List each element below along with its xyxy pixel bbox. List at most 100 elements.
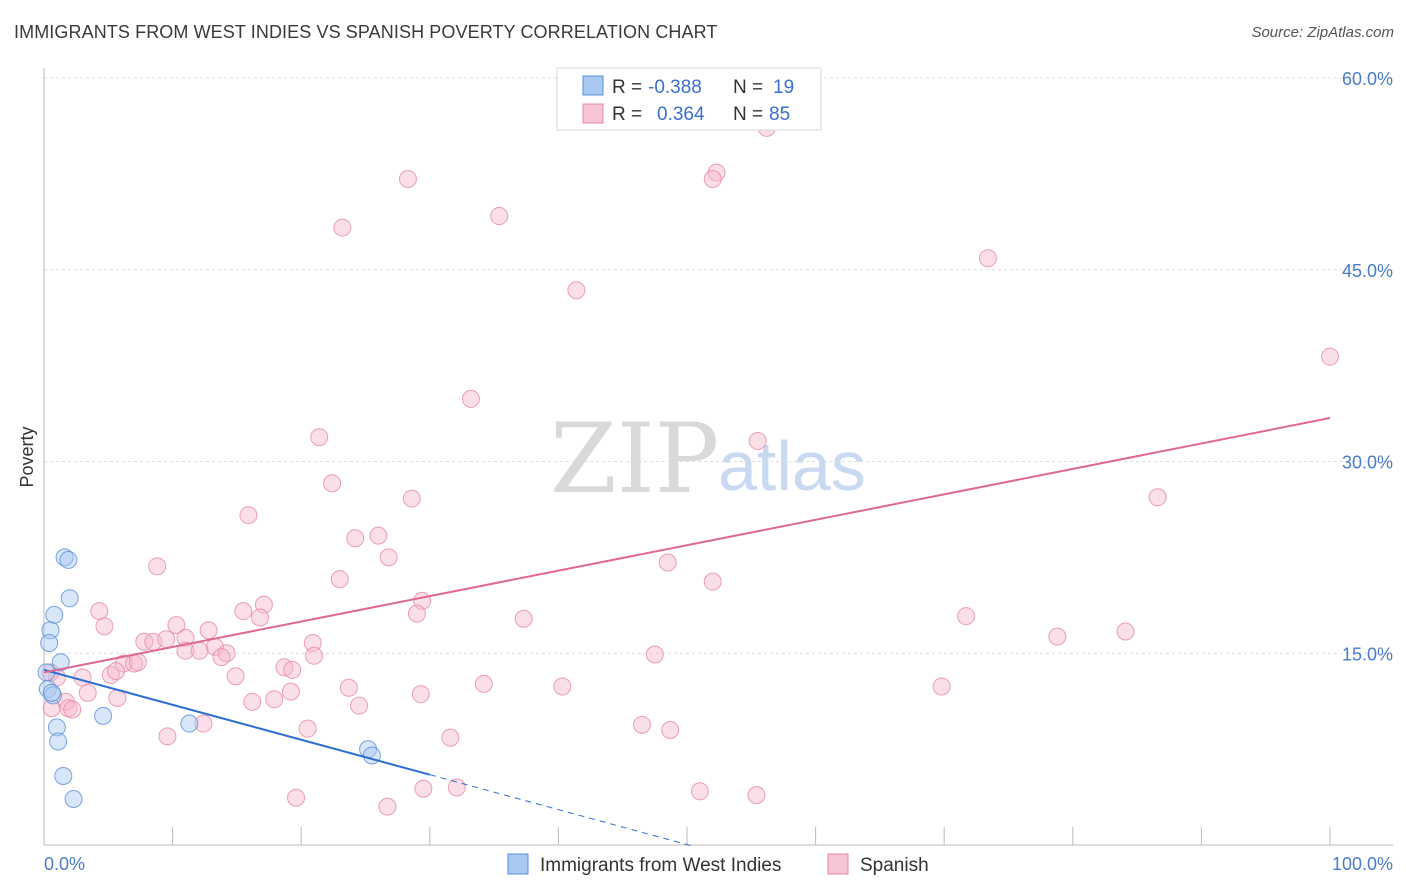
spanish-point-62 [932,677,951,696]
west-indies-point-5 [40,634,59,653]
spanish-point-20 [148,557,167,576]
spanish-point-3 [398,169,417,188]
spanish-point-81 [447,778,466,797]
spanish-point-60 [474,674,493,693]
y-tick-label-15: 15.0% [1342,644,1393,664]
spanish-point-30 [957,607,976,626]
west-indies-point-17 [54,766,73,785]
spanish-point-35 [1116,622,1135,641]
spanish-point-9 [461,389,480,408]
spanish-point-19 [658,553,677,572]
grid-lines [44,77,1393,654]
spanish-point-46 [305,646,324,665]
chart-title: IMMIGRANTS FROM WEST INDIES VS SPANISH P… [14,22,718,42]
spanish-point-75 [298,719,317,738]
spanish-point-56 [107,662,126,681]
spanish-point-77 [661,720,680,739]
spanish-point-12 [323,474,342,493]
legend-swatch-blue [582,75,604,96]
spanish-point-38 [157,630,176,649]
spanish-point-85 [378,797,397,816]
spanish-point-26 [234,602,253,621]
legend-n-value-1: 19 [773,77,794,98]
y-tick-label-45: 45.0% [1342,261,1393,281]
spanish-point-45 [212,648,231,667]
trend-lines [43,417,1331,847]
spanish-point-21 [330,570,349,589]
x-tick-label-min: 0.0% [44,854,85,874]
spanish-point-80 [414,779,433,798]
spanish-point-82 [690,782,709,801]
spanish-point-7 [567,281,586,300]
spanish-point-48 [114,654,133,673]
legend-r-value-1: -0.388 [648,77,702,98]
spanish-point-52 [283,660,302,679]
bottom-legend-label-blue: Immigrants from West Indies [540,855,781,876]
spanish-point-27 [251,608,270,627]
y-tick-label-30: 30.0% [1342,453,1393,473]
spanish-point-83 [747,786,766,805]
spanish-point-47 [645,645,664,664]
west-indies-point-10 [42,683,61,702]
spanish-point-76 [632,715,651,734]
spanish-point-61 [553,677,572,696]
spanish-point-41 [176,641,195,660]
spanish-point-4 [490,207,509,226]
spanish-point-5 [333,218,352,237]
west-indies-point-2 [60,589,79,608]
spanish-trend-line [43,417,1331,674]
west-indies-point-14 [49,732,68,751]
west-indies-trend-extension [429,774,694,847]
spanish-point-73 [350,696,369,715]
spanish-point-10 [310,428,329,447]
bottom-legend-swatch-blue [507,853,529,875]
west-indies-point-12 [47,718,66,737]
spanish-point-2 [703,169,722,188]
west-indies-point-1 [59,550,78,569]
legend-swatch-pink [582,103,604,124]
west-indies-point-6 [51,653,70,672]
correlation-legend: R = -0.388 N = 19 R = 0.364 N = 85 [556,67,822,131]
spanish-point-33 [199,621,218,640]
west-indies-trend-line [43,668,431,776]
west-indies-point-13 [180,714,199,733]
spanish-point-84 [287,788,306,807]
x-tick-label-max: 100.0% [1332,854,1393,874]
spanish-point-22 [703,572,722,591]
spanish-point-14 [1148,488,1167,507]
spanish-point-74 [194,714,213,733]
spanish-point-65 [243,692,262,711]
spanish-point-25 [90,602,109,621]
spanish-point-59 [339,678,358,697]
spanish-point-16 [346,529,365,548]
spanish-point-42 [190,641,209,660]
legend-n-label-1: N = [733,77,763,98]
legend-n-label-2: N = [733,104,763,125]
spanish-point-78 [158,727,177,746]
west-indies-point-4 [41,621,60,640]
west-indies-point-11 [94,706,113,725]
spanish-point-11 [748,432,767,451]
spanish-point-28 [407,604,426,623]
west-indies-point-3 [45,605,64,624]
spanish-point-72 [63,700,82,719]
spanish-point-67 [281,682,300,701]
spanish-point-32 [167,616,186,635]
spanish-point-15 [239,506,258,525]
spanish-point-63 [78,683,97,702]
spanish-point-6 [978,249,997,268]
spanish-point-50 [128,653,147,672]
spanish-point-13 [402,489,421,508]
spanish-point-66 [265,690,284,709]
watermark-atlas: atlas [718,427,866,505]
spanish-point-8 [1321,347,1339,366]
bottom-legend-swatch-pink [827,853,849,875]
spanish-point-79 [441,728,460,747]
source-label: Source: ZipAtlas.com [1251,24,1394,41]
spanish-point-17 [369,526,388,545]
spanish-point-31 [95,617,114,636]
y-tick-label-60: 60.0% [1342,69,1393,89]
spanish-point-34 [1048,627,1067,646]
axes [43,68,1393,846]
spanish-point-18 [379,548,398,567]
